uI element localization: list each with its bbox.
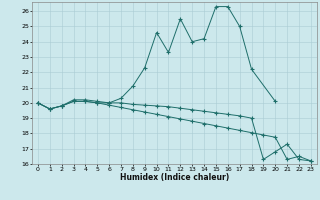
X-axis label: Humidex (Indice chaleur): Humidex (Indice chaleur) xyxy=(120,173,229,182)
